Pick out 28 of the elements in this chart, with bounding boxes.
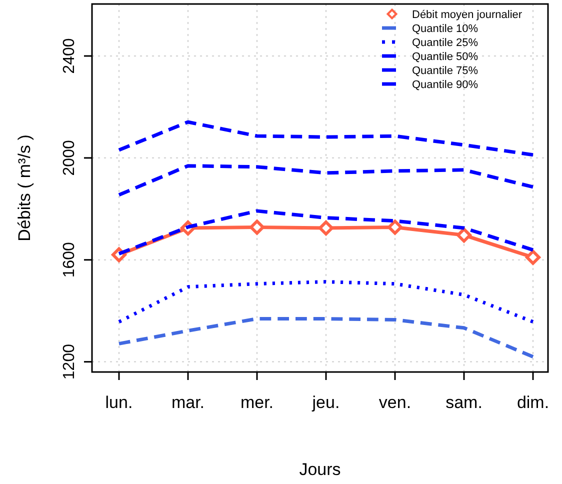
x-tick-label: dim. (516, 393, 550, 412)
line-series (117, 120, 535, 157)
x-tick-label: mar. (171, 393, 205, 412)
x-tick-label: lun. (105, 393, 133, 412)
y-axis-title: Débits ( m³/s ) (15, 134, 34, 242)
line-series (117, 280, 535, 324)
line-series (117, 164, 535, 197)
x-tick-label: mer. (240, 393, 274, 412)
legend-label: Quantile 25% (412, 37, 478, 49)
x-tick-label: ven. (378, 393, 412, 412)
point (456, 228, 472, 243)
y-tick-label: 1200 (61, 344, 78, 380)
x-tick-label: jeu. (311, 393, 340, 412)
legend-label: Quantile 75% (412, 65, 478, 77)
y-tick-label: 2400 (61, 38, 78, 74)
y-tick-label: 1600 (61, 242, 78, 278)
legend-label: Quantile 10% (412, 23, 478, 35)
x-tick-label: sam. (446, 393, 482, 412)
legend-label: Quantile 90% (412, 79, 478, 91)
point (318, 220, 334, 236)
y-tick-label: 2000 (61, 140, 78, 176)
x-axis-title: Jours (299, 460, 341, 479)
legend-label: Débit moyen journalier (412, 9, 522, 21)
legend-label: Quantile 50% (412, 51, 478, 63)
point (526, 250, 540, 265)
point (250, 220, 264, 235)
point (388, 220, 402, 235)
line-series (117, 316, 535, 358)
